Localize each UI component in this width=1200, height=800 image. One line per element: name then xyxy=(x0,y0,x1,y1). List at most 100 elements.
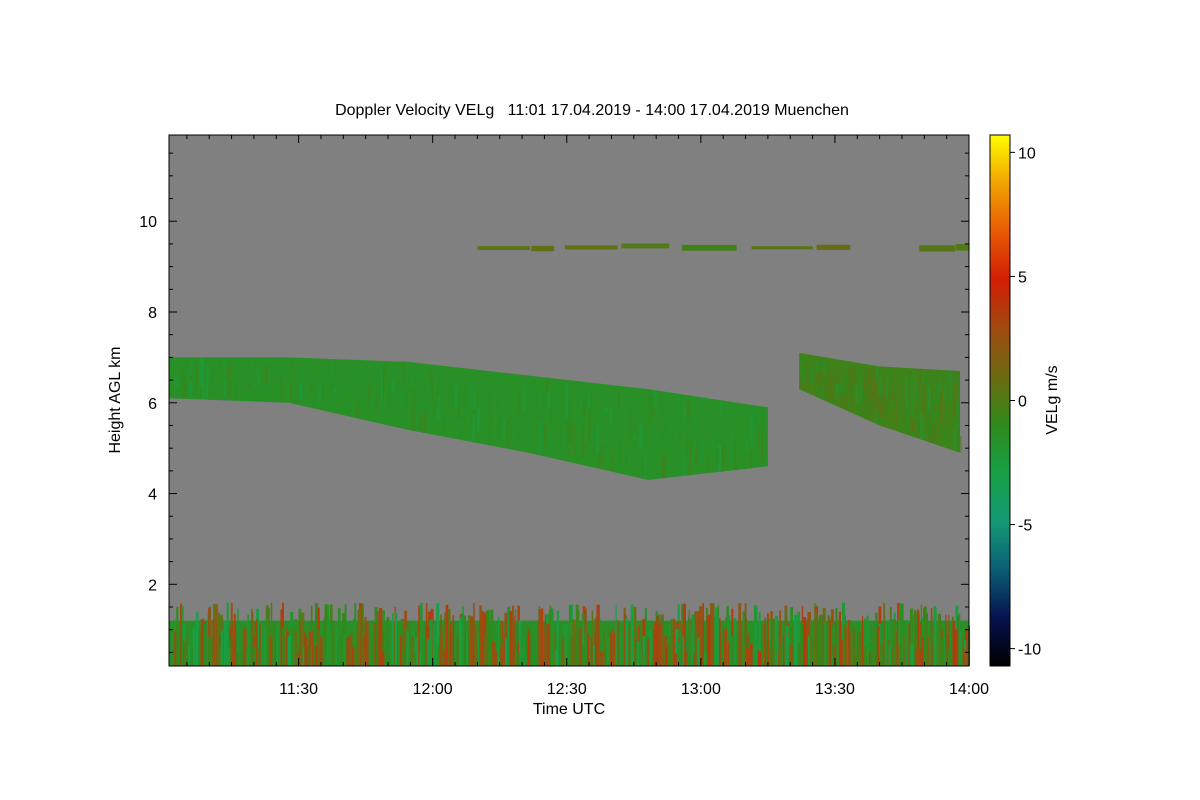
boundary-streak xyxy=(744,603,747,666)
boundary-streak xyxy=(466,629,468,666)
cloud-streak xyxy=(500,409,502,426)
cloud-streak xyxy=(175,390,178,399)
boundary-streak xyxy=(475,625,478,666)
colorbar-tick-label: 5 xyxy=(1018,269,1027,286)
boundary-streak xyxy=(648,630,652,666)
boundary-streak xyxy=(925,612,929,666)
boundary-streak xyxy=(827,614,830,666)
boundary-streak xyxy=(635,643,638,666)
boundary-streak xyxy=(372,638,374,666)
cloud-streak xyxy=(865,376,868,386)
cloud-streak xyxy=(888,396,890,406)
boundary-streak xyxy=(392,622,396,666)
boundary-streak xyxy=(958,613,961,666)
boundary-streak xyxy=(896,643,899,666)
boundary-streak xyxy=(515,608,517,666)
cloud-streak xyxy=(835,383,839,395)
boundary-streak xyxy=(919,649,923,666)
boundary-streak xyxy=(727,615,731,666)
boundary-streak xyxy=(802,617,807,666)
cloud-streak xyxy=(733,440,738,471)
boundary-streak xyxy=(452,615,455,666)
cloud-streak xyxy=(454,387,459,408)
cloud-streak xyxy=(757,429,760,451)
boundary-streak xyxy=(283,646,285,666)
cloud-streak xyxy=(897,412,899,419)
boundary-streak xyxy=(677,641,681,666)
cloud-streak xyxy=(385,394,388,407)
cloud-streak xyxy=(547,386,551,410)
cloud-streak xyxy=(872,368,877,394)
boundary-streak xyxy=(337,608,341,666)
boundary-streak xyxy=(195,630,197,666)
cloud-streak xyxy=(749,433,753,447)
boundary-streak xyxy=(180,603,182,666)
cloud-streak xyxy=(909,376,913,401)
colorbar-tick-label: 0 xyxy=(1018,394,1027,411)
boundary-streak xyxy=(570,637,574,666)
boundary-streak xyxy=(363,635,367,666)
boundary-streak xyxy=(723,628,728,666)
cloud-streak xyxy=(371,393,376,403)
boundary-streak xyxy=(640,649,643,666)
boundary-streak xyxy=(359,612,363,666)
cloud-streak xyxy=(429,371,434,378)
boundary-streak xyxy=(254,646,256,666)
cloud-streak xyxy=(905,376,909,406)
boundary-streak xyxy=(420,602,423,666)
cloud-streak xyxy=(840,384,843,397)
boundary-streak xyxy=(406,630,409,666)
boundary-streak xyxy=(660,621,663,666)
boundary-streak xyxy=(212,618,216,666)
cloud-streak xyxy=(860,386,863,403)
cloud-streak xyxy=(205,365,210,400)
boundary-streak xyxy=(898,619,900,666)
boundary-streak xyxy=(674,653,679,666)
boundary-streak xyxy=(893,628,897,666)
cloud-streak xyxy=(911,421,916,432)
boundary-streak xyxy=(340,634,343,666)
cloud-streak xyxy=(189,379,191,399)
boundary-streak xyxy=(349,632,353,666)
boundary-streak xyxy=(503,634,506,666)
boundary-streak xyxy=(503,637,508,666)
cloud-streak xyxy=(489,411,494,427)
cloud-streak xyxy=(171,357,174,366)
boundary-streak xyxy=(593,645,595,666)
boundary-streak xyxy=(761,641,765,666)
x-tick-label: 13:00 xyxy=(681,681,721,698)
cloud-streak xyxy=(355,405,360,418)
boundary-streak xyxy=(630,604,634,666)
boundary-streak xyxy=(778,646,782,666)
boundary-streak xyxy=(481,611,485,666)
boundary-streak xyxy=(552,632,556,666)
cloud-streak xyxy=(301,368,304,397)
boundary-streak xyxy=(541,608,544,666)
cloud-streak xyxy=(279,387,282,403)
cirrus-segment xyxy=(531,245,555,252)
boundary-streak xyxy=(664,650,666,666)
boundary-streak xyxy=(386,617,390,666)
cloud-streak xyxy=(292,359,295,367)
boundary-layer xyxy=(169,602,971,666)
cloud-streak xyxy=(860,402,862,417)
x-tick-label: 14:00 xyxy=(949,681,989,698)
boundary-streak xyxy=(374,623,377,666)
boundary-streak xyxy=(200,619,203,666)
boundary-streak xyxy=(468,615,472,666)
cloud-streak xyxy=(412,370,414,406)
boundary-streak xyxy=(269,636,273,666)
boundary-streak xyxy=(314,645,318,666)
boundary-streak xyxy=(761,624,763,666)
cloud-streak xyxy=(281,378,283,403)
cloud-streak xyxy=(436,389,438,412)
cloud-streak xyxy=(720,400,722,418)
cloud-streak xyxy=(888,370,893,386)
cloud-streak xyxy=(906,409,909,432)
cloud-streak xyxy=(712,436,716,462)
cloud-streak xyxy=(374,395,378,414)
boundary-streak xyxy=(410,636,414,666)
boundary-streak xyxy=(952,621,956,666)
cloud-streak xyxy=(896,388,900,394)
boundary-streak xyxy=(945,614,947,666)
